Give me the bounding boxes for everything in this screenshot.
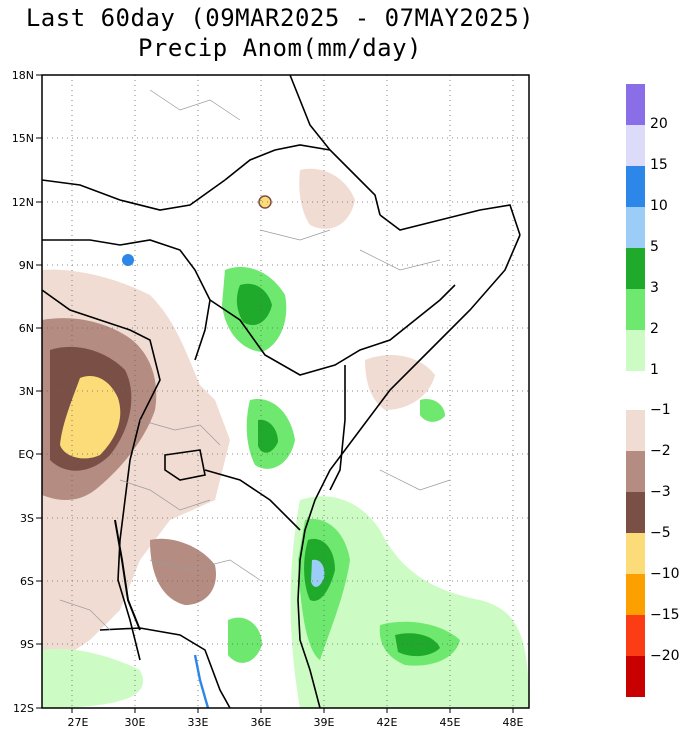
colorbar-label: 15 [650,157,668,173]
wet-anomaly-somalia-pocket [420,398,445,422]
tanzania-zambia-border [99,627,231,708]
lon-label: 42E [377,716,398,729]
axis-ticks [36,74,514,713]
lat-label: 9S [20,638,34,651]
colorbar-swatch [626,248,645,289]
wet-anomaly-tanzania-core [395,633,440,657]
wet-anomaly-light-coast [290,496,529,708]
lon-label: 36E [251,716,272,729]
map-title-line2: Precip Anom(mm/day) [137,34,423,62]
colorbar-swatch [626,125,645,166]
colorbar-swatch [626,533,645,574]
lake-victoria-outline [164,449,206,481]
graticule [42,75,529,708]
sudan-border [42,179,226,211]
lat-label: 6N [19,322,34,335]
colorbar-swatch [626,207,645,248]
gulf-of-aden-coast [379,204,521,236]
colorbar-label: 10 [650,198,668,214]
colorbar-label: 20 [650,116,668,132]
colorbar-swatch [626,166,645,207]
somalia-kenya-border [329,365,346,491]
kenya-tanzania-border [204,469,301,531]
lon-label: 27E [68,716,89,729]
dry-anomaly-severe-west [60,376,121,459]
colorbar-label: 3 [650,280,659,296]
colorbar-swatch [626,84,645,125]
ethiopia-border [224,144,331,181]
lat-label: EQ [18,448,34,461]
wet-anomaly-blue-coast [311,559,325,587]
lat-label: 12S [13,702,34,715]
country-borders [42,75,521,708]
colorbar-swatch [626,574,645,615]
colorbar-label: −10 [650,566,680,582]
lat-label: 3S [20,512,34,525]
ethiopia-south-border [209,284,456,376]
south-sudan-border [42,239,211,361]
admin-boundaries [59,89,451,631]
dry-anomaly-ethiopia [299,168,355,229]
colorbar-swatch [626,451,645,492]
latitude-labels: 18N 15N 12N 9N 6N 3N EQ 3S 6S 9S 12S [12,69,35,715]
lat-label: 6S [20,575,34,588]
lon-label: 45E [440,716,461,729]
wet-anomaly-blue-dot [122,254,134,266]
colorbar-swatch [626,656,645,697]
colorbar-label: 2 [650,321,659,337]
lon-label: 39E [314,716,335,729]
lat-label: 15N [12,132,34,145]
lon-label: 48E [503,716,524,729]
colorbar-label: −2 [650,443,671,459]
wet-anomaly-lake-region [228,617,262,663]
colorbar-label: −15 [650,607,680,623]
dry-anomaly-central [150,538,216,605]
colorbar [626,84,645,697]
lat-label: 9N [19,259,34,272]
map-title-line1: Last 60day (09MAR2025 - 07MAY2025) [25,4,535,32]
lon-label: 33E [188,716,209,729]
anomaly-field [42,75,529,708]
colorbar-swatch [626,289,645,330]
wet-anomaly-southwest [42,648,144,708]
colorbar-swatch [626,330,645,371]
wet-anomaly-ethiopia-core [236,283,272,326]
colorbar-label: 1 [650,362,659,378]
wet-anomaly-kenya-core [258,419,278,453]
colorbar-swatch [626,615,645,656]
lat-label: 18N [12,69,34,82]
colorbar-swatch [626,492,645,533]
lake-tanganyika [114,519,141,631]
colorbar-label: 5 [650,239,659,255]
colorbar-swatch [626,410,645,451]
lon-label: 30E [125,716,146,729]
lake-malawi [193,654,210,708]
colorbar-label: −1 [650,402,671,418]
dry-anomaly-dot [258,195,272,209]
dry-anomaly-somalia [365,355,435,410]
colorbar-label: −3 [650,484,671,500]
dry-anomaly-southwest [42,559,90,640]
lat-label: 12N [12,196,34,209]
lat-label: 3N [19,385,34,398]
horn-coast [297,234,521,708]
colorbar-label: −5 [650,525,671,541]
colorbar-label: −20 [650,648,680,664]
longitude-labels: 27E 30E 33E 36E 39E 42E 45E 48E [68,716,524,729]
